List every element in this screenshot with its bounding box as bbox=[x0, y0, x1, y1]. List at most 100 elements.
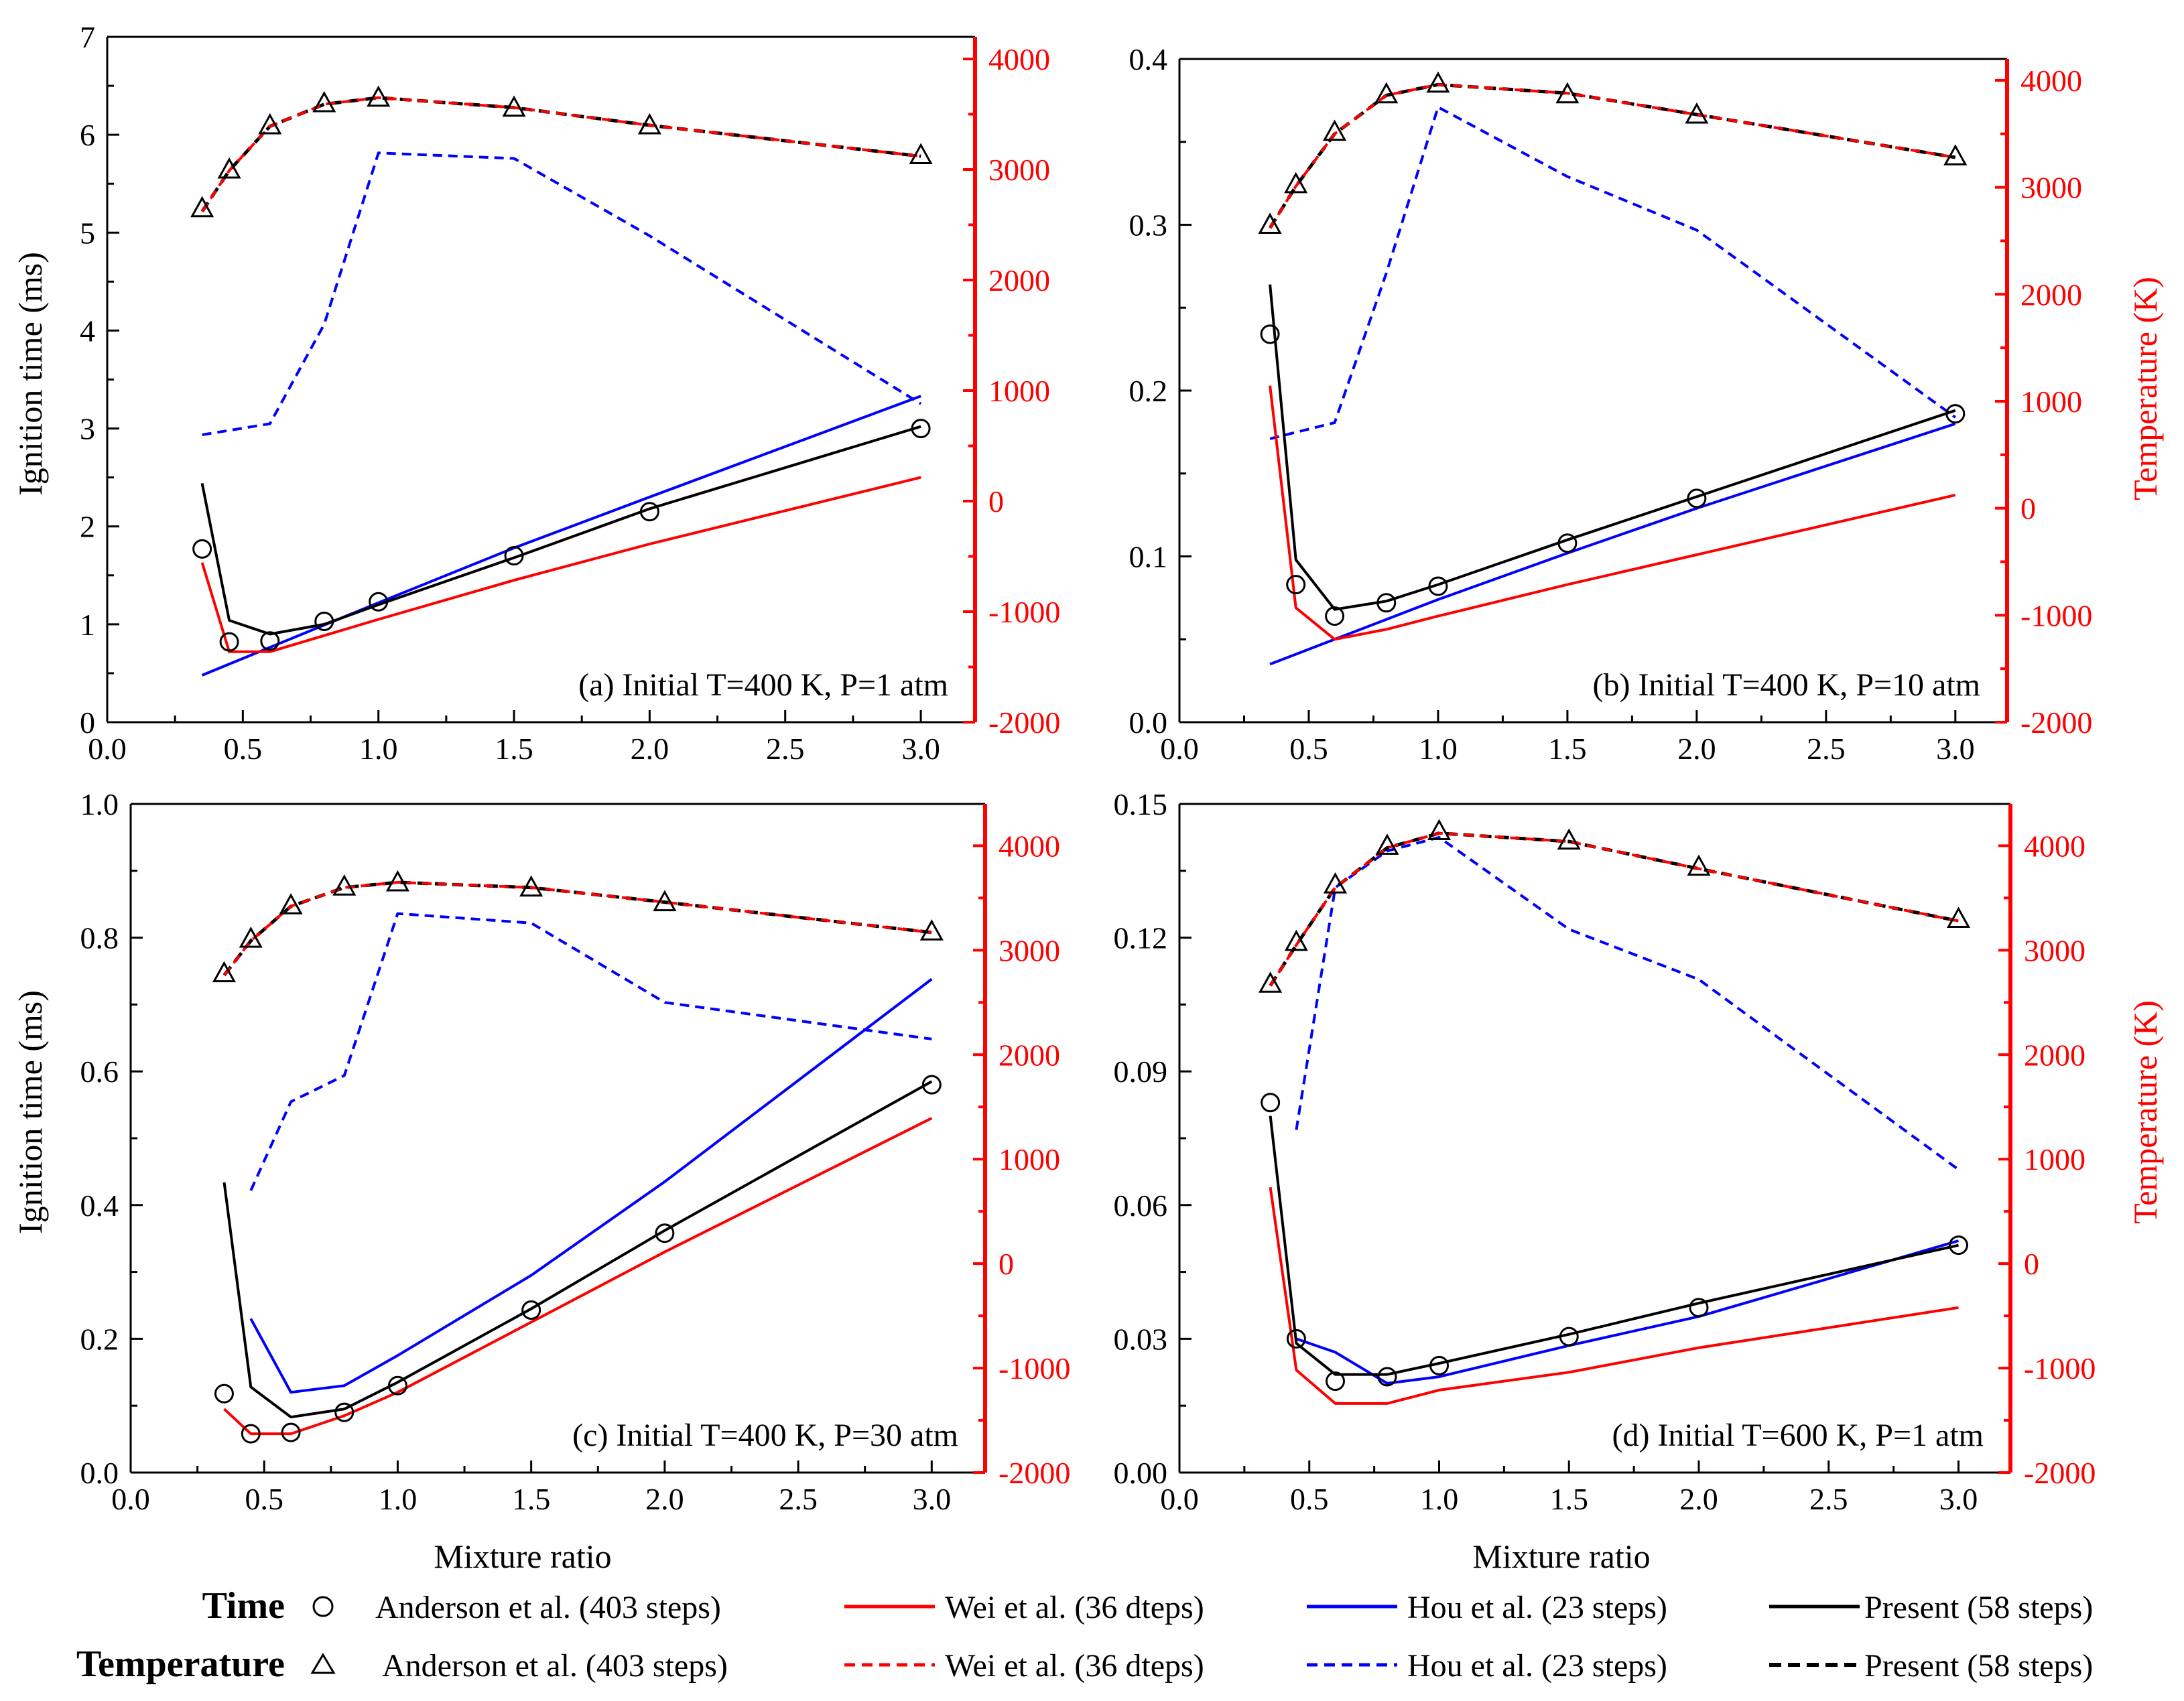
anderson-time-marker bbox=[1286, 575, 1306, 595]
y-right-tick-label: 1000 bbox=[988, 374, 1050, 408]
y-right-tick-label: -2000 bbox=[988, 705, 1060, 740]
y-right-tick-label: -1000 bbox=[999, 1351, 1070, 1385]
x-axis-label-bottom: Mixture ratio bbox=[1472, 1538, 1650, 1575]
anderson-time-marker bbox=[521, 1300, 541, 1320]
anderson-time-marker bbox=[1689, 1298, 1709, 1318]
wei-time-line bbox=[200, 476, 921, 653]
anderson-temperature-marker bbox=[519, 875, 543, 897]
anderson-temperature-marker bbox=[1557, 828, 1581, 850]
y-right-tick-label: 2000 bbox=[2024, 1038, 2085, 1072]
y-right-tick-label: 2000 bbox=[999, 1038, 1060, 1072]
x-tick-label: 2.5 bbox=[779, 1482, 818, 1516]
y-right-tick-label: 4000 bbox=[2020, 64, 2082, 98]
y-left-tick-label: 0.0 bbox=[1129, 705, 1168, 740]
x-tick-label: 3.0 bbox=[913, 1482, 952, 1516]
anderson-time-marker bbox=[655, 1223, 675, 1243]
hou-temperature-line bbox=[1295, 835, 1960, 1171]
anderson-temperature-marker bbox=[1555, 82, 1580, 104]
anderson-time-marker bbox=[387, 1375, 407, 1396]
y-right-tick-label: 2000 bbox=[2020, 277, 2082, 312]
anderson-temperature-marker bbox=[1946, 906, 1971, 929]
anderson-time-marker bbox=[1687, 488, 1707, 508]
y-left-tick-label: 5 bbox=[80, 216, 95, 250]
anderson-time-marker bbox=[504, 546, 524, 566]
x-tick-label: 1.0 bbox=[1420, 1482, 1459, 1516]
present-time-line bbox=[1269, 1115, 1959, 1376]
y-left-tick-label: 1 bbox=[80, 608, 95, 642]
x-tick-label: 0.5 bbox=[1289, 732, 1328, 766]
hou-temperature-line bbox=[1269, 105, 1956, 440]
anderson-temperature-marker bbox=[1375, 833, 1399, 855]
y-left-tick-label: 1.0 bbox=[80, 787, 119, 821]
hou-temperature-line bbox=[249, 912, 932, 1191]
anderson-temperature-marker bbox=[1427, 819, 1452, 841]
y-left-tick-label: 0.12 bbox=[1114, 921, 1168, 955]
legend-wei-temp-label: Wei et al. (36 dteps) bbox=[945, 1648, 1204, 1684]
anderson-time-marker bbox=[1428, 576, 1448, 596]
x-tick-label: 0.0 bbox=[1160, 1482, 1199, 1516]
present-time-line bbox=[200, 425, 921, 636]
anderson-time-marker bbox=[1559, 1326, 1579, 1347]
panel-3: 0.0 0.5 1.0 1.5 2.0 2.5 3.0 0.00 0.03 0.06 0.09 0.1… bbox=[1114, 787, 2096, 1516]
x-tick-label: 3.0 bbox=[1936, 732, 1975, 766]
panel-title: (b) Initial T=400 K, P=10 atm bbox=[1592, 667, 1980, 703]
anderson-time-marker bbox=[369, 592, 389, 612]
hou-time-line bbox=[249, 977, 933, 1394]
x-tick-label: 2.5 bbox=[766, 732, 805, 766]
y-right-tick-label: -1000 bbox=[2024, 1351, 2096, 1385]
anderson-time-marker bbox=[1557, 533, 1578, 553]
anderson-time-marker bbox=[214, 1383, 234, 1404]
x-tick-label: 0.0 bbox=[88, 732, 127, 766]
y-right-tick-label: -2000 bbox=[2024, 1456, 2096, 1490]
anderson-time-marker bbox=[1325, 606, 1345, 626]
y-right-tick-label: 0 bbox=[988, 484, 1004, 519]
x-tick-label: 1.0 bbox=[359, 732, 398, 766]
y-left-tick-label: 0.03 bbox=[1114, 1322, 1168, 1356]
anderson-time-marker bbox=[1949, 1235, 1968, 1255]
legend: Time Temperature Anderson et al. (403 st… bbox=[76, 1585, 2093, 1685]
legend-present-time-label: Present (58 steps) bbox=[1864, 1590, 2093, 1625]
x-tick-label: 1.5 bbox=[495, 732, 533, 766]
anderson-temperature-marker bbox=[653, 890, 677, 912]
anderson-temperature-marker bbox=[1685, 102, 1709, 124]
x-tick-label: 2.5 bbox=[1809, 1482, 1848, 1516]
anderson-temperature-marker bbox=[1258, 212, 1282, 234]
legend-anderson-time-label: Anderson et al. (403 steps) bbox=[375, 1590, 721, 1625]
anderson-time-marker bbox=[260, 631, 280, 651]
anderson-time-marker bbox=[1261, 1093, 1281, 1113]
x-tick-label: 1.5 bbox=[1548, 732, 1587, 766]
y-left-tick-label: 0.06 bbox=[1114, 1188, 1168, 1223]
y-right-tick-label: -1000 bbox=[2020, 598, 2092, 632]
y-left-tick-label: 0.1 bbox=[1129, 540, 1168, 574]
y-axis-label-right-top: Temperature (K) bbox=[2126, 277, 2164, 500]
y-axis-label-left-top: Ignition time (ms) bbox=[11, 252, 49, 496]
legend-wei-time-label: Wei et al. (36 dteps) bbox=[945, 1590, 1204, 1625]
x-tick-label: 0.5 bbox=[224, 732, 263, 766]
legend-anderson-time-marker bbox=[312, 1596, 334, 1617]
y-left-tick-label: 0 bbox=[80, 705, 95, 740]
y-left-tick-label: 0.3 bbox=[1129, 208, 1168, 243]
y-left-tick-label: 0.15 bbox=[1114, 787, 1168, 821]
y-left-tick-label: 0.00 bbox=[1114, 1456, 1168, 1490]
anderson-time-marker bbox=[334, 1402, 355, 1422]
anderson-temperature-marker bbox=[312, 90, 336, 113]
anderson-temperature-marker bbox=[1426, 71, 1450, 93]
x-tick-label: 3.0 bbox=[901, 732, 940, 766]
y-right-tick-label: 1000 bbox=[2020, 385, 2082, 419]
y-left-tick-label: 3 bbox=[80, 412, 95, 446]
anderson-temperature-marker bbox=[1284, 929, 1308, 951]
anderson-time-marker bbox=[1945, 404, 1966, 424]
y-left-tick-label: 2 bbox=[80, 510, 95, 544]
x-tick-label: 1.0 bbox=[1419, 732, 1458, 766]
wei-temperature-line bbox=[222, 881, 932, 976]
anderson-time-marker bbox=[1286, 1329, 1306, 1349]
y-right-tick-label: 3000 bbox=[988, 153, 1050, 187]
anderson-temperature-marker bbox=[385, 870, 409, 892]
anderson-time-marker bbox=[241, 1424, 261, 1444]
x-axis-label-top: Mixture ratio bbox=[434, 1538, 611, 1575]
y-right-tick-label: 0 bbox=[999, 1247, 1014, 1281]
x-tick-label: 0.0 bbox=[111, 1482, 150, 1516]
y-right-tick-label: 0 bbox=[2024, 1247, 2039, 1281]
x-tick-label: 1.5 bbox=[1550, 1482, 1589, 1516]
